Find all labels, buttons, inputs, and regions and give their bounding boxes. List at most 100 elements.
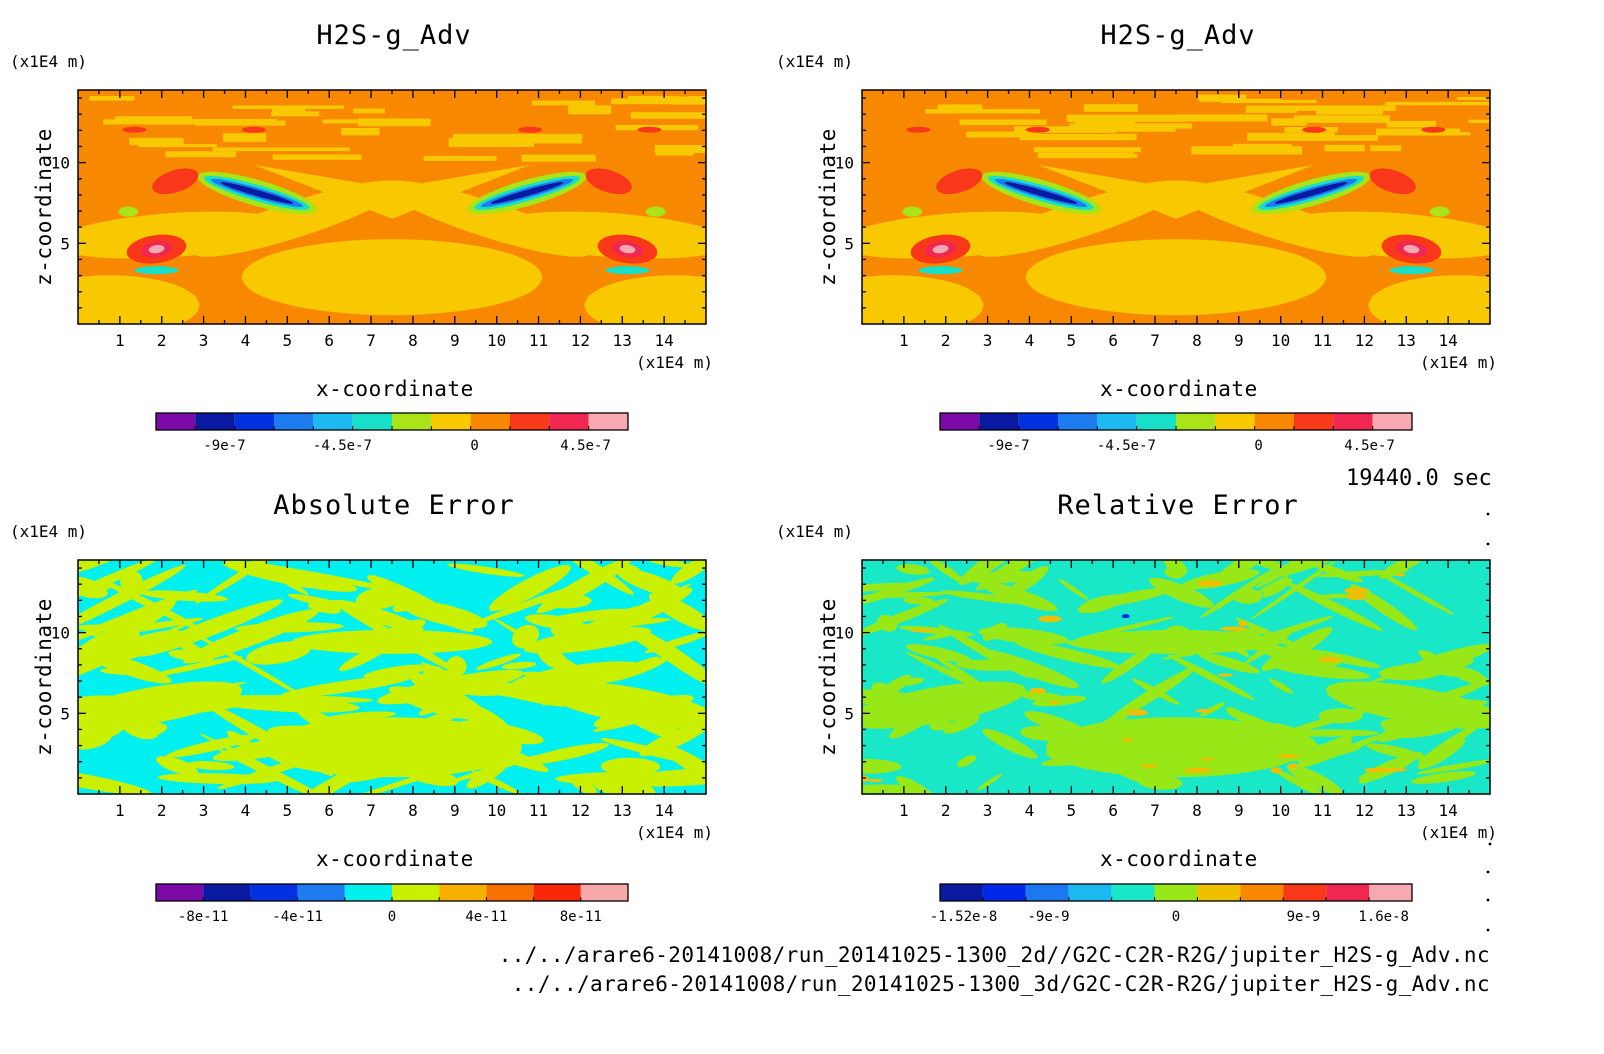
contour-region (978, 627, 1069, 645)
x-tick-label: 12 (571, 331, 590, 350)
contour-region (1079, 587, 1174, 609)
colorbar-label: -9e-7 (987, 438, 1029, 454)
colorbar-label: 0 (1254, 438, 1262, 454)
colorbar-segment (1372, 413, 1412, 430)
contour-region (975, 560, 1068, 591)
contour-band (1220, 99, 1317, 104)
contour-region (1269, 678, 1293, 694)
contour-region (1274, 182, 1348, 204)
contour-region (165, 734, 259, 758)
contour-field (78, 560, 706, 794)
y-tick-label: 5 (844, 704, 854, 723)
contour-region (446, 754, 540, 784)
contour-region (1029, 687, 1047, 694)
contour-region (977, 773, 1003, 791)
contour-band (1053, 154, 1138, 158)
contour-band (1083, 104, 1138, 112)
contour-region (1380, 718, 1416, 736)
footer-file-3d: ../../arare6-20141008/run_20141025-1300_… (511, 972, 1490, 996)
contour-region (472, 770, 520, 794)
contour-region (1364, 767, 1390, 773)
contour-region (78, 576, 108, 599)
contour-region (78, 589, 198, 646)
colorbar-label: -9e-9 (1027, 909, 1069, 925)
contour-region (1418, 649, 1448, 669)
colorbar-segment (982, 884, 1026, 901)
x-tick-label: 13 (1397, 331, 1416, 350)
x-axis-label: x-coordinate (1100, 377, 1258, 401)
contour-band (89, 96, 135, 101)
contour-region (1046, 717, 1306, 778)
contour-region (569, 774, 598, 794)
footer-file-2d: ../../arare6-20141008/run_20141025-1300_… (498, 943, 1490, 967)
colorbar-segment (439, 884, 487, 901)
contour-band (1232, 143, 1292, 152)
contour-region (600, 757, 661, 776)
colorbar-segment (588, 413, 628, 430)
colorbar-segment (510, 413, 550, 430)
contour-region (120, 570, 143, 592)
contour-region (862, 577, 935, 607)
contour-band (1245, 105, 1298, 113)
x-tick-label: 9 (450, 801, 460, 820)
contour-band (353, 108, 385, 114)
colorbar-segment (344, 884, 392, 901)
contour-region (1037, 164, 1315, 219)
contour-region (1416, 759, 1490, 775)
contour-band (1468, 119, 1490, 123)
colorbar-segment (979, 413, 1019, 430)
contour-region (1286, 764, 1343, 794)
x-tick-label: 8 (408, 331, 418, 350)
contour-region (1121, 738, 1134, 742)
contour-region (1256, 560, 1328, 588)
colorbar-label: 1.6e-8 (1358, 909, 1409, 925)
colorbar-segment (940, 884, 983, 901)
colorbar-segment (1176, 413, 1216, 430)
contour-band (1019, 133, 1137, 141)
contour-region (78, 681, 243, 729)
contour-region (1020, 726, 1060, 741)
contour-region (1183, 767, 1212, 773)
x-tick-label: 6 (324, 331, 334, 350)
contour-region (932, 245, 949, 254)
contour-region (367, 575, 474, 633)
annotation-dot (1486, 512, 1490, 516)
contour-region (1379, 560, 1430, 579)
colorbar-segment (1283, 884, 1327, 901)
contour-region (1026, 239, 1326, 316)
panel-title-bottom-right: Relative Error (1057, 490, 1299, 521)
contour-region (1200, 757, 1214, 761)
contour-band (1294, 105, 1396, 111)
contour-region (1318, 656, 1342, 663)
contour-region (280, 675, 413, 698)
x-tick-label: 8 (1192, 331, 1202, 350)
x-unit-label: (x1E4 m) (636, 823, 714, 842)
contour-region (168, 649, 215, 662)
contour-region (235, 622, 344, 633)
contour-region (220, 182, 294, 204)
contour-region (1138, 775, 1183, 790)
x-tick-label: 5 (1067, 801, 1077, 820)
time-label: 19440.0 sec (1346, 466, 1492, 491)
x-tick-label: 8 (408, 801, 418, 820)
annotation-dot (1486, 928, 1490, 932)
contour-region (896, 564, 930, 575)
x-tick-label: 4 (1025, 331, 1035, 350)
contour-region (617, 767, 706, 787)
contour-band (272, 107, 306, 116)
contour-region (1058, 578, 1089, 600)
contour-region (1126, 709, 1149, 716)
contour-region (1237, 620, 1248, 627)
colorbar-segment (195, 413, 235, 430)
contour-region (475, 584, 582, 624)
x-axis-label: x-coordinate (1100, 847, 1258, 871)
contour-region (475, 653, 521, 670)
x-tick-label: 14 (655, 801, 674, 820)
y-unit-label: (x1E4 m) (10, 52, 88, 71)
contour-region (157, 773, 278, 785)
contour-region (918, 266, 963, 275)
contour-region (1389, 266, 1434, 275)
colorbar-segment (297, 884, 345, 901)
contour-band (1385, 101, 1490, 106)
contour-region (1325, 681, 1490, 729)
